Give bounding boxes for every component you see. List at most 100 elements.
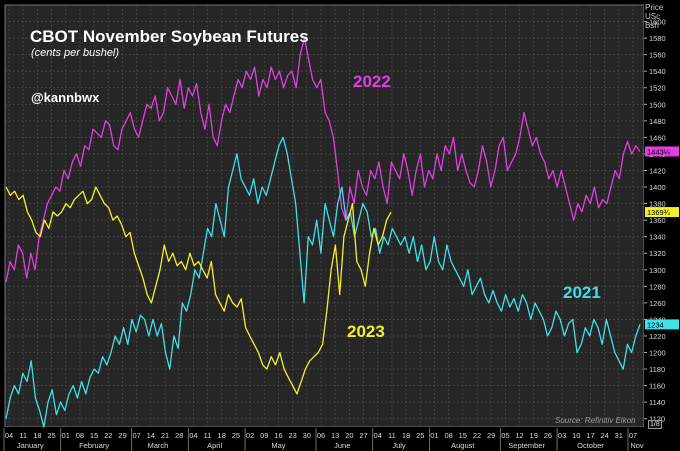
- month-label: February: [79, 441, 109, 450]
- last-value-text-2022: 1443¼: [647, 147, 671, 156]
- y-tick-label: 1560: [649, 51, 666, 60]
- y-tick-label: 1120: [649, 415, 665, 424]
- y-tick-label: 1360: [649, 216, 666, 225]
- series-label-2022: 2022: [353, 72, 391, 91]
- x-tick-label: 10: [572, 431, 580, 440]
- last-value-tag-2023: [645, 207, 679, 218]
- x-tick-label: 12: [515, 431, 523, 440]
- y-tick-label: 1500: [649, 100, 666, 109]
- month-label: March: [147, 441, 168, 450]
- x-tick-label: 24: [600, 431, 608, 440]
- author-handle: @kannbwx: [31, 90, 100, 105]
- y-tick-label: 1320: [649, 249, 666, 258]
- x-tick-label: 01: [62, 431, 70, 440]
- y-tick-label: 1540: [649, 67, 666, 76]
- x-tick-label: 31: [615, 431, 623, 440]
- x-tick-label: 26: [544, 431, 552, 440]
- x-tick-label: 06: [317, 431, 325, 440]
- x-tick-label: 07: [132, 431, 140, 440]
- date-axis-panel: [0, 427, 644, 451]
- month-label: October: [577, 441, 604, 450]
- y-tick-label: 1380: [649, 200, 666, 209]
- x-tick-label: 04: [5, 431, 13, 440]
- x-tick-label: 14: [147, 431, 155, 440]
- x-tick-label: 08: [444, 431, 452, 440]
- y-tick-label: 1180: [649, 365, 665, 374]
- month-label: June: [334, 441, 350, 450]
- x-tick-label: 01: [430, 431, 438, 440]
- month-label: May: [271, 441, 285, 450]
- x-tick-label: 30: [303, 431, 311, 440]
- series-line-2023: [5, 186, 392, 395]
- x-tick-label: 09: [260, 431, 268, 440]
- month-label: January: [17, 441, 44, 450]
- x-tick-label: 19: [530, 431, 538, 440]
- x-tick-label: 05: [501, 431, 509, 440]
- month-label: September: [508, 441, 545, 450]
- y-tick-label: 1340: [649, 233, 666, 242]
- y-tick-label: 1460: [649, 133, 666, 142]
- y-tick-label: 1160: [649, 382, 665, 391]
- last-value-tag-2021: [645, 319, 679, 330]
- x-tick-label: 18: [218, 431, 226, 440]
- month-label: July: [392, 441, 406, 450]
- x-tick-label: 20: [345, 431, 353, 440]
- x-tick-label: 22: [104, 431, 112, 440]
- y-tick-label: 1200: [649, 349, 666, 358]
- source-note: Source: Refinitiv Eikon: [555, 416, 636, 425]
- x-tick-label: 04: [189, 431, 197, 440]
- x-tick-label: 11: [204, 431, 212, 440]
- x-tick-label: 11: [19, 431, 27, 440]
- x-tick-label: 25: [47, 431, 55, 440]
- month-label: August: [451, 441, 475, 450]
- x-tick-label: 04: [374, 431, 382, 440]
- series-label-2023: 2023: [347, 322, 385, 341]
- x-tick-label: 25: [232, 431, 240, 440]
- y-tick-label: 1520: [649, 84, 666, 93]
- y-tick-label: 1260: [649, 299, 666, 308]
- chart-subtitle: (cents per bushel): [31, 47, 120, 59]
- month-label: April: [207, 441, 222, 450]
- y-tick-label: 1300: [649, 266, 666, 275]
- x-tick-label: 16: [274, 431, 282, 440]
- x-tick-label: 23: [288, 431, 296, 440]
- x-tick-label: 13: [331, 431, 339, 440]
- series-line-2021: [5, 136, 641, 428]
- price-axis-panel: [644, 0, 680, 451]
- x-tick-label: 11: [388, 431, 396, 440]
- last-value-tag-2022: [645, 146, 679, 157]
- x-tick-label: 29: [487, 431, 495, 440]
- last-value-text-2021: 1234: [647, 320, 664, 329]
- series-label-2021: 2021: [563, 283, 601, 302]
- x-tick-label: 07: [629, 431, 637, 440]
- x-tick-label: 22: [473, 431, 481, 440]
- series-line-2022: [5, 37, 641, 283]
- chart-title: CBOT November Soybean Futures: [30, 27, 309, 46]
- x-tick-label: 28: [175, 431, 183, 440]
- x-tick-label: 27: [359, 431, 367, 440]
- y-tick-label: 1600: [649, 18, 666, 27]
- y-tick-label: 1140: [649, 398, 665, 407]
- y-tick-label: 1220: [649, 332, 666, 341]
- x-tick-label: 29: [118, 431, 126, 440]
- y-tick-label: 1400: [649, 183, 666, 192]
- x-tick-label: 21: [161, 431, 169, 440]
- last-value-text-2023: 1369¾: [647, 208, 671, 217]
- x-tick-label: 18: [33, 431, 41, 440]
- y-tick-label: 1480: [649, 117, 666, 126]
- x-tick-label: 18: [402, 431, 410, 440]
- x-tick-label: 25: [416, 431, 424, 440]
- footnote-tag: 1/8: [648, 420, 662, 429]
- y-tick-label: 1580: [649, 34, 666, 43]
- y-tick-label: 1280: [649, 282, 666, 291]
- month-label: Nov: [630, 441, 644, 450]
- y-tick-label: 1420: [649, 166, 666, 175]
- x-tick-label: 17: [586, 431, 594, 440]
- x-tick-label: 02: [246, 431, 254, 440]
- price-axis-header: Price USc Bsh: [645, 3, 664, 30]
- x-tick-label: 03: [558, 431, 566, 440]
- x-tick-label: 08: [76, 431, 84, 440]
- x-tick-label: 15: [459, 431, 467, 440]
- x-tick-label: 15: [90, 431, 98, 440]
